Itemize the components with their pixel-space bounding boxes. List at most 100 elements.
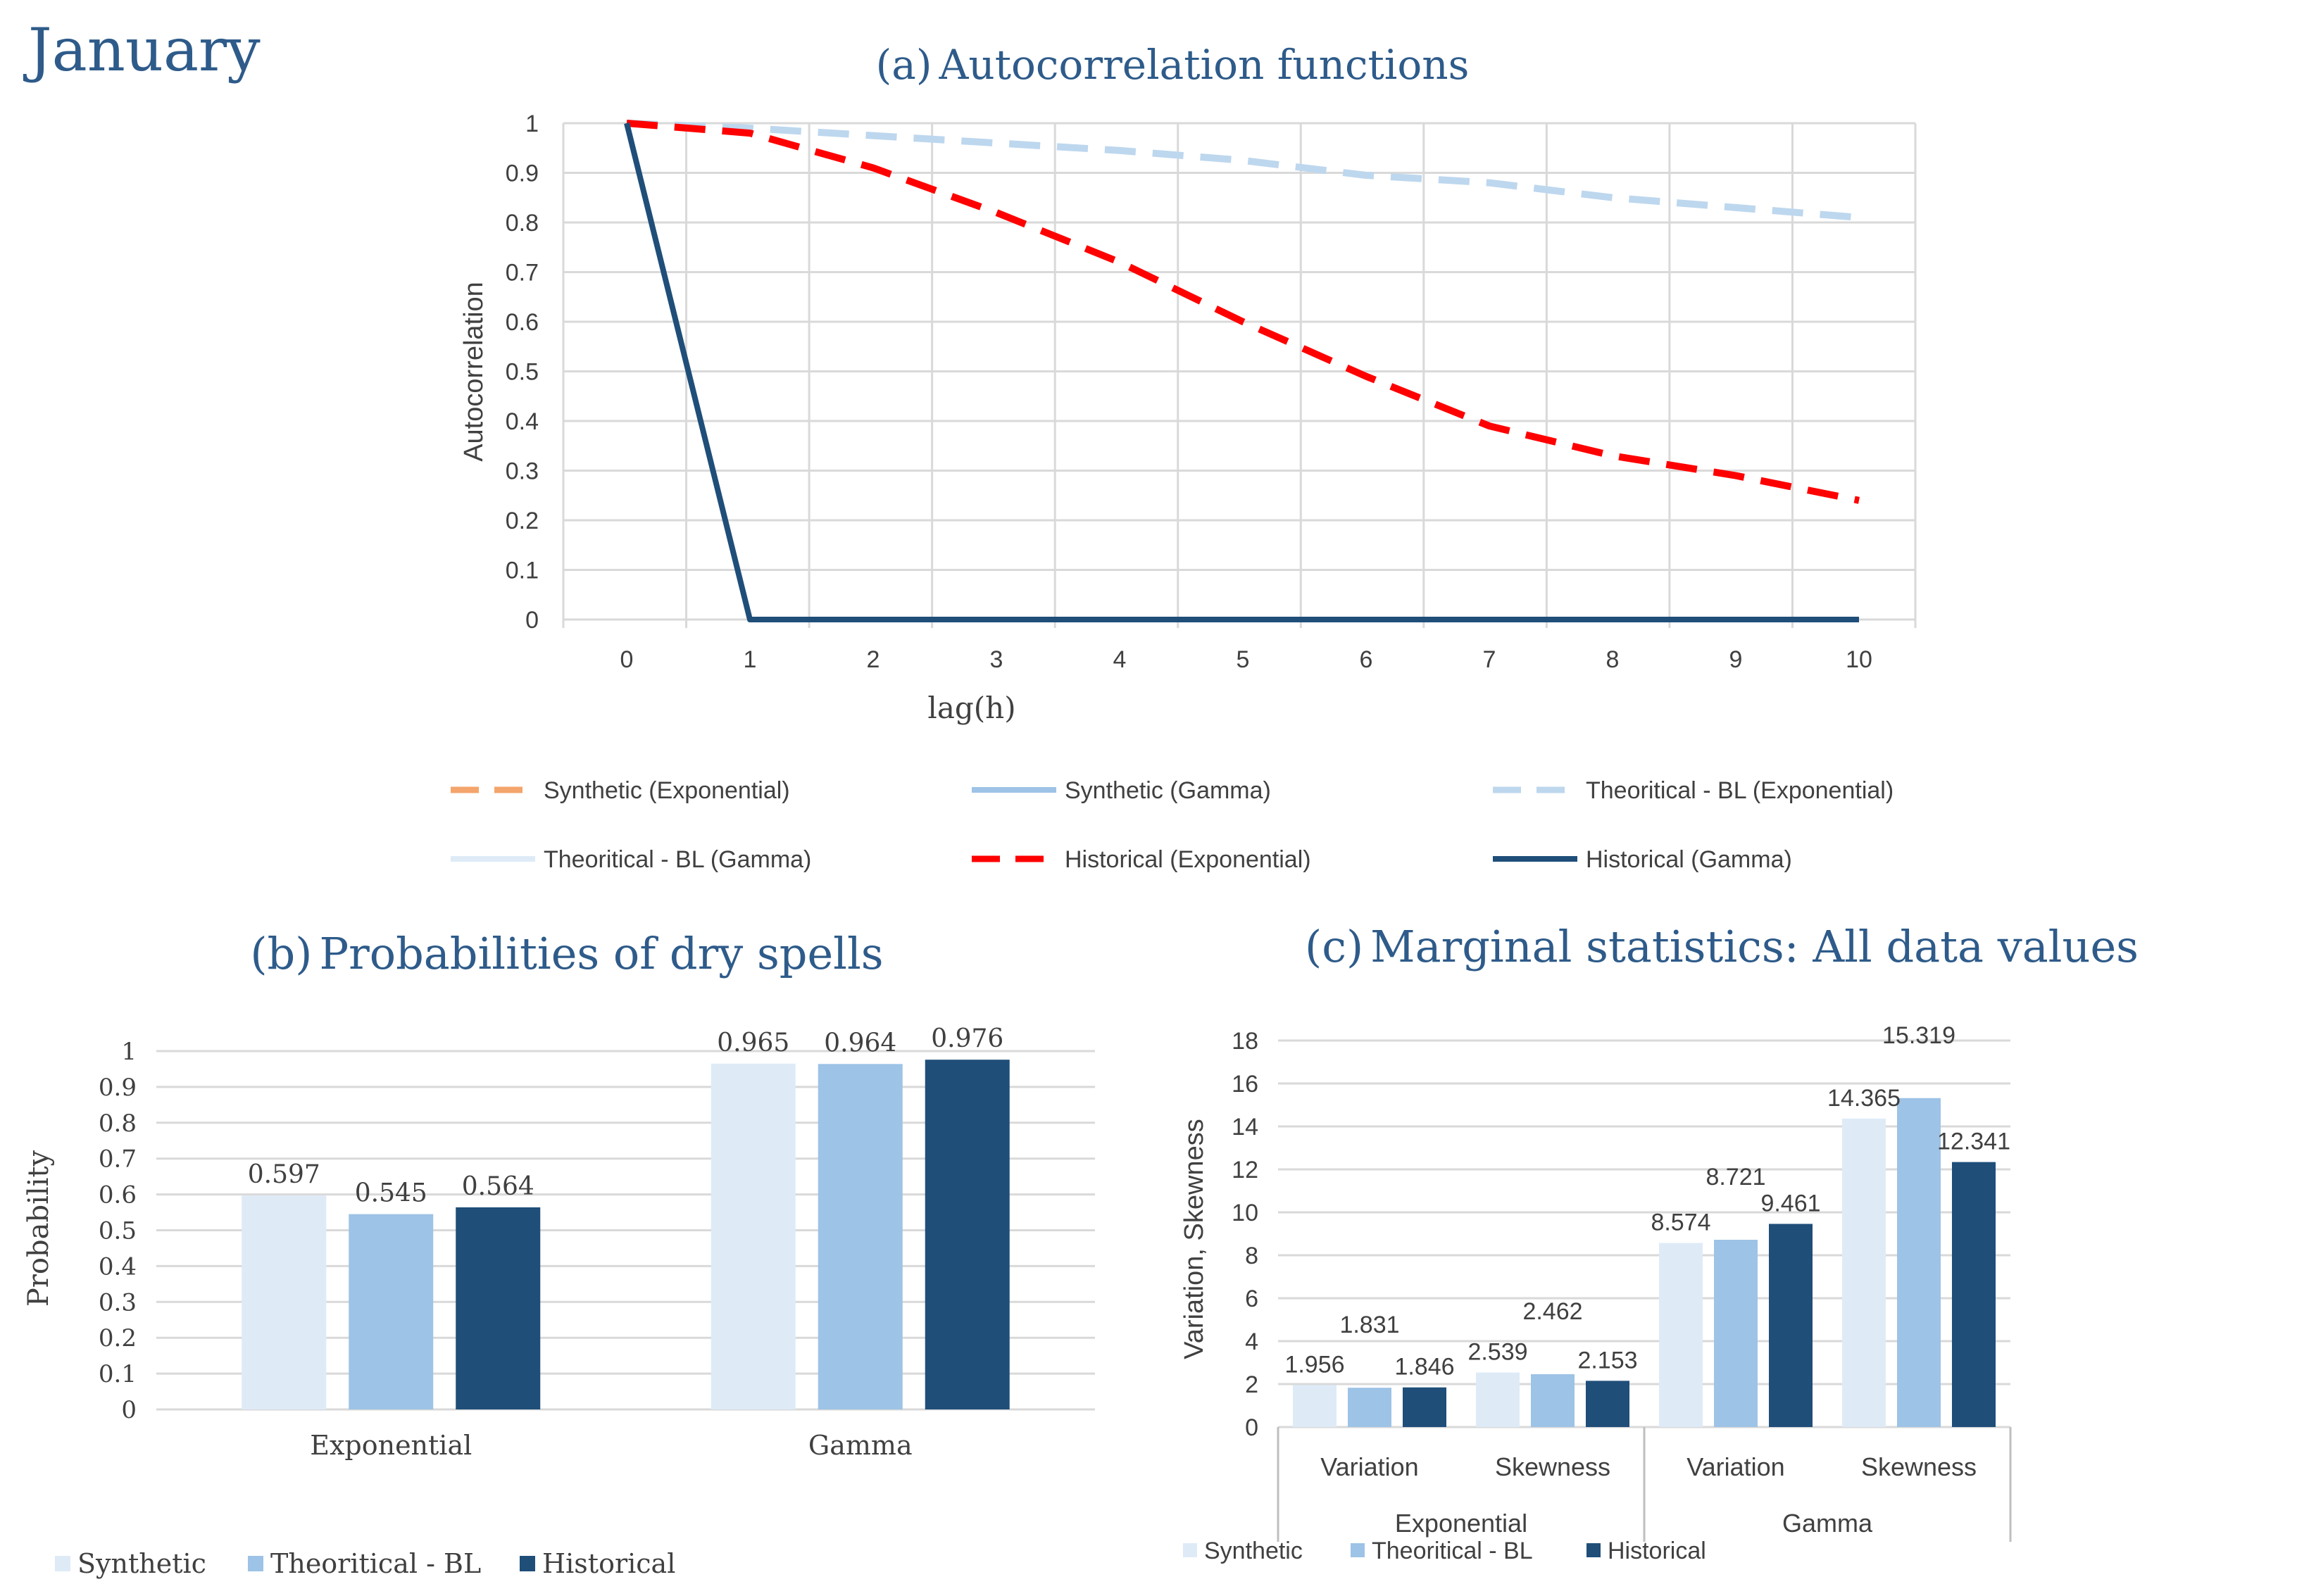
chart-b-y-axis-label: Probability [23, 1150, 55, 1307]
chart-a-legend-item: Historical (Exponential) [972, 846, 1311, 873]
chart-a-series-historical-gamma [624, 122, 1859, 622]
chart-b-bar-synthetic [242, 1195, 327, 1409]
chart-a-x-tick-label: 8 [1606, 646, 1620, 673]
chart-a-grid [562, 122, 1917, 628]
chart-c-category-label: Skewness [1495, 1452, 1610, 1481]
chart-b-categories: Exponential Gamma [310, 1430, 912, 1461]
chart-b-legend-item: Synthetic [55, 1548, 206, 1579]
chart-c-y-tick-label: 16 [1232, 1071, 1258, 1098]
chart-b-y-tick-label: 0.8 [99, 1110, 137, 1138]
chart-b-y-tick-label: 0 [121, 1396, 137, 1424]
chart-b-legend-swatch [520, 1556, 535, 1571]
chart-a-x-ticks: 0 1 2 3 4 5 6 7 8 9 10 [620, 646, 1872, 673]
chart-a-x-tick-label: 7 [1483, 646, 1496, 673]
chart-c-bar-theoritical-bl [1714, 1240, 1758, 1427]
chart-a-y-tick-label: 0.7 [506, 260, 539, 287]
chart-a-legend-label: Synthetic (Exponential) [544, 777, 790, 804]
chart-b-y-tick-label: 0.6 [99, 1181, 137, 1209]
chart-c-category-label: Variation [1686, 1452, 1784, 1481]
chart-c-y-tick-label: 4 [1245, 1328, 1258, 1355]
chart-a-legend-item: Historical (Gamma) [1493, 846, 1792, 873]
chart-a-lines [624, 120, 1860, 622]
chart-c-legend-item: Historical [1586, 1538, 1706, 1564]
chart-b-bar-theoritical-bl [349, 1214, 434, 1409]
chart-b-bars [242, 1060, 1010, 1409]
chart-c-title-prefix: (c) [1305, 921, 1363, 972]
chart-b-y-tick-label: 0.9 [99, 1074, 137, 1102]
chart-c-bar-historical [1403, 1387, 1446, 1427]
month-title: January [23, 15, 261, 84]
chart-c-y-axis-label: Variation, Skewness [1179, 1119, 1209, 1359]
chart-c-bar-theoritical-bl [1897, 1098, 1941, 1427]
chart-a-x-tick-label: 2 [867, 646, 880, 673]
chart-c-bars [1293, 1098, 1996, 1427]
chart-c-data-label: 8.574 [1651, 1209, 1710, 1236]
chart-b-y-tick-label: 0.1 [99, 1360, 137, 1388]
chart-b-title: (b) Probabilities of dry spells [250, 928, 883, 979]
chart-c-data-label: 14.365 [1827, 1085, 1901, 1112]
chart-c-data-label: 1.831 [1339, 1312, 1399, 1338]
chart-c-bar-synthetic [1476, 1372, 1520, 1427]
chart-a-x-tick-label: 6 [1360, 646, 1373, 673]
chart-a-x-tick-label: 4 [1113, 646, 1127, 673]
chart-c-y-tick-label: 6 [1245, 1286, 1258, 1312]
chart-a-x-axis-label: lag(h) [927, 691, 1015, 725]
chart-a-title-text: Autocorrelation functions [938, 41, 1469, 89]
chart-a-legend-item: Theoritical - BL (Exponential) [1493, 777, 1894, 804]
chart-a-y-tick-label: 0.4 [506, 408, 539, 435]
chart-b-y-tick-label: 0.2 [99, 1324, 137, 1352]
chart-c-data-label: 2.153 [1577, 1347, 1637, 1374]
chart-b-y-tick-label: 0.4 [99, 1252, 137, 1281]
chart-a-x-tick-label: 1 [744, 646, 757, 673]
chart-b-data-label: 0.976 [931, 1024, 1003, 1053]
chart-a-legend-label: Theoritical - BL (Gamma) [544, 846, 811, 873]
chart-a-title: (a) Autocorrelation functions [876, 41, 1470, 89]
chart-a-legend-item: Synthetic (Exponential) [451, 777, 790, 804]
chart-a-y-tick-label: 0.6 [506, 309, 539, 336]
chart-a-y-tick-label: 1 [525, 111, 539, 137]
chart-c-y-tick-label: 14 [1232, 1114, 1258, 1141]
chart-b-data-label: 0.545 [355, 1179, 427, 1208]
chart-c-bar-historical [1586, 1381, 1629, 1427]
chart-a-y-tick-label: 0 [525, 607, 539, 634]
chart-b-bar-synthetic [711, 1063, 796, 1409]
chart-b-title-text: Probabilities of dry spells [319, 928, 883, 979]
chart-a-legend: Synthetic (Exponential) Synthetic (Gamma)… [451, 777, 1894, 873]
chart-c-y-tick-label: 18 [1232, 1028, 1258, 1055]
chart-c-data-label: 9.461 [1760, 1190, 1820, 1217]
chart-c-data-label: 1.846 [1394, 1354, 1454, 1381]
chart-b-y-tick-label: 0.3 [99, 1288, 137, 1317]
chart-a-x-tick-label: 0 [620, 646, 634, 673]
chart-c-data-label: 2.539 [1467, 1339, 1527, 1366]
dry-spells-chart: (b) Probabilities of dry spells 0 0.1 0.2 0.… [23, 928, 1095, 1579]
chart-a-series-historical-exponential [626, 120, 1860, 504]
chart-b-bar-theoritical-bl [818, 1064, 903, 1409]
chart-c-legend-swatch [1351, 1543, 1365, 1557]
chart-b-y-ticks: 0 0.1 0.2 0.3 0.4 0.5 0.6 0.7 0.8 0.9 1 [99, 1038, 137, 1424]
chart-a-legend-label: Synthetic (Gamma) [1065, 777, 1271, 804]
chart-c-group-label: Exponential [1395, 1509, 1527, 1538]
chart-c-y-tick-label: 12 [1232, 1157, 1258, 1183]
chart-c-legend-label: Theoritical - BL [1372, 1538, 1533, 1564]
chart-c-title: (c) Marginal statistics: All data values [1305, 921, 2139, 972]
chart-a-title-prefix: (a) [876, 41, 932, 89]
chart-b-bar-historical [456, 1207, 541, 1409]
chart-a-x-tick-label: 9 [1729, 646, 1743, 673]
chart-c-legend-swatch [1586, 1543, 1601, 1557]
chart-c-y-tick-label: 0 [1245, 1414, 1258, 1441]
chart-a-legend-label: Historical (Gamma) [1586, 846, 1792, 873]
chart-c-category-label: Variation [1320, 1452, 1418, 1481]
chart-c-y-ticks: 0 2 4 6 8 10 12 14 16 18 [1232, 1028, 1258, 1441]
chart-b-legend-label: Historical [542, 1548, 675, 1579]
chart-a-legend-item: Synthetic (Gamma) [972, 777, 1271, 804]
chart-c-bar-theoritical-bl [1348, 1388, 1391, 1427]
chart-c-bar-historical [1769, 1224, 1813, 1427]
chart-c-legend: Synthetic Theoritical - BL Historical [1183, 1538, 1706, 1564]
chart-a-legend-label: Theoritical - BL (Exponential) [1586, 777, 1894, 804]
chart-c-y-tick-label: 8 [1245, 1243, 1258, 1269]
chart-c-data-label: 1.956 [1284, 1351, 1344, 1378]
chart-c-legend-item: Synthetic [1183, 1538, 1303, 1564]
chart-a-y-axis-label: Autocorrelation [459, 282, 489, 462]
chart-b-title-prefix: (b) [250, 928, 312, 979]
